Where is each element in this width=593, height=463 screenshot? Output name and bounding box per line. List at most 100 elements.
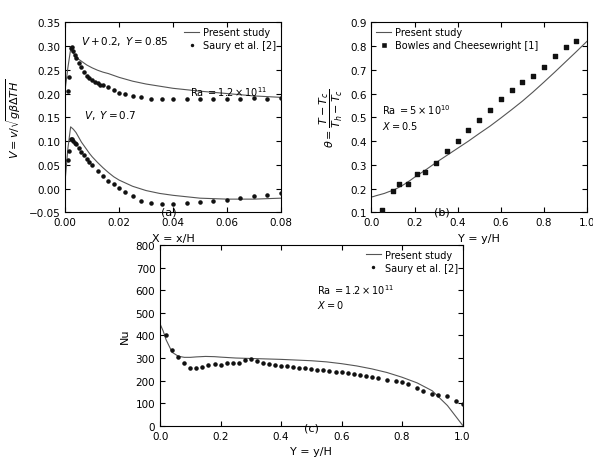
Point: [174, 353, 183, 361]
Point: [93, 80, 103, 88]
Point: [168, 96, 178, 104]
Point: [74, 60, 84, 67]
Point: [70, 140, 79, 147]
Point: [349, 371, 358, 378]
Point: [168, 201, 178, 208]
Point: [136, 197, 145, 205]
Point: [104, 84, 113, 92]
Point: [209, 198, 218, 205]
Point: [276, 363, 286, 370]
Point: [222, 96, 232, 103]
Point: [120, 91, 129, 99]
Text: $X = 0$: $X = 0$: [317, 299, 344, 311]
Point: [433, 392, 443, 399]
Point: [403, 381, 413, 388]
Point: [235, 194, 245, 202]
Point: [264, 360, 274, 368]
Point: [161, 332, 171, 339]
Point: [182, 96, 192, 104]
Point: [263, 96, 272, 103]
Point: [209, 96, 218, 104]
Point: [249, 95, 259, 103]
Point: [74, 145, 84, 152]
Point: [195, 96, 205, 104]
Point: [496, 97, 506, 104]
Point: [146, 200, 156, 207]
Point: [301, 365, 310, 372]
Point: [79, 69, 89, 77]
Point: [195, 199, 205, 206]
Point: [158, 201, 167, 209]
Point: [412, 171, 422, 179]
Text: (c): (c): [304, 423, 319, 432]
Point: [307, 366, 316, 373]
Text: Ra $= 1.2\times10^{11}$: Ra $= 1.2\times10^{11}$: [317, 282, 394, 296]
Point: [182, 200, 192, 207]
Legend: Present study, Bowles and Cheesewright [1]: Present study, Bowles and Cheesewright […: [377, 28, 538, 51]
Point: [65, 148, 74, 155]
Point: [69, 48, 78, 56]
Point: [180, 359, 189, 367]
Point: [388, 188, 398, 195]
Text: (a): (a): [161, 207, 177, 217]
Point: [452, 397, 461, 405]
X-axis label: Y = y/H: Y = y/H: [458, 233, 500, 244]
Point: [295, 364, 304, 371]
Point: [186, 364, 195, 371]
Point: [76, 64, 86, 72]
Point: [507, 87, 517, 94]
Point: [120, 188, 129, 196]
Point: [420, 169, 430, 176]
Y-axis label: $V = v/\sqrt{g\beta\Delta TH}$: $V = v/\sqrt{g\beta\Delta TH}$: [4, 78, 23, 158]
Text: $X = 0.5$: $X = 0.5$: [382, 119, 418, 131]
Point: [82, 73, 91, 81]
Point: [252, 358, 262, 365]
Point: [234, 359, 244, 367]
Point: [428, 391, 437, 398]
Point: [136, 94, 145, 102]
Point: [355, 371, 365, 379]
Point: [87, 77, 97, 85]
Point: [67, 44, 76, 51]
Point: [539, 64, 549, 72]
Point: [67, 136, 76, 143]
Point: [572, 38, 581, 46]
Point: [413, 384, 422, 392]
Point: [276, 95, 286, 103]
Point: [93, 168, 103, 175]
Point: [65, 74, 74, 81]
Point: [246, 356, 256, 363]
Point: [85, 159, 94, 166]
Point: [337, 369, 346, 376]
Point: [66, 136, 75, 143]
Point: [204, 361, 213, 369]
Point: [70, 52, 79, 59]
Point: [263, 192, 272, 199]
Text: Ra $= 1.2\times10^{11}$: Ra $= 1.2\times10^{11}$: [190, 85, 267, 99]
Point: [485, 107, 495, 115]
Point: [66, 45, 75, 53]
Point: [222, 359, 231, 367]
Point: [146, 96, 156, 103]
Point: [528, 74, 538, 81]
Point: [192, 365, 201, 372]
Point: [79, 152, 89, 160]
Y-axis label: Nu: Nu: [120, 328, 130, 344]
Point: [228, 360, 237, 367]
Point: [518, 79, 527, 86]
Point: [464, 127, 473, 135]
Point: [453, 138, 463, 145]
Point: [474, 117, 484, 124]
Point: [361, 373, 371, 380]
Text: Ra $= 5\times10^{10}$: Ra $= 5\times10^{10}$: [382, 102, 451, 116]
Point: [270, 361, 280, 369]
Point: [98, 82, 108, 90]
Point: [367, 374, 377, 381]
Point: [442, 393, 452, 400]
Point: [442, 148, 452, 155]
Point: [550, 53, 559, 61]
Point: [98, 173, 108, 181]
Point: [109, 181, 119, 189]
Point: [82, 156, 91, 163]
Point: [325, 368, 334, 375]
